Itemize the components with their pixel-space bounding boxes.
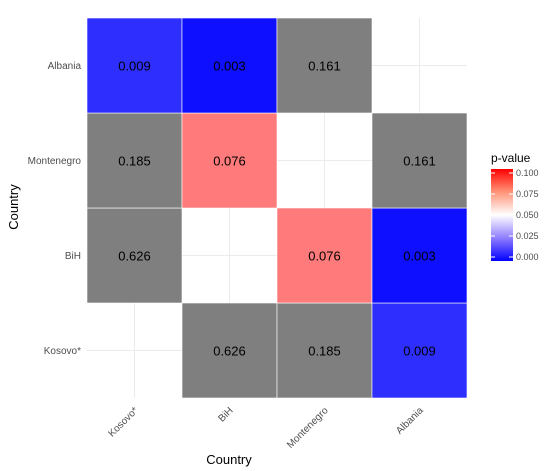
cell-value-label: 0.626 <box>118 249 151 264</box>
legend-title: p-value <box>491 151 531 165</box>
x-tick-label: Kosovo* <box>107 405 141 439</box>
cell-value-label: 0.626 <box>213 344 246 359</box>
heatmap-cell <box>86 207 183 304</box>
cell-value-label: 0.076 <box>213 154 246 169</box>
cell-value-label: 0.003 <box>403 249 436 264</box>
legend-tick-label: 0.050 <box>516 210 539 220</box>
cell-value-label: 0.009 <box>403 344 436 359</box>
x-axis-ticks: Kosovo* BiH Montenegro Albania <box>107 405 426 451</box>
legend-tick-label: 0.075 <box>516 189 539 199</box>
cell-value-label: 0.009 <box>118 59 151 74</box>
heatmap-cell <box>371 112 468 209</box>
legend: p-value 0.000 0.025 0.050 0.075 0.100 <box>491 151 539 262</box>
cell-value-label: 0.003 <box>213 59 246 74</box>
y-tick-label: Albania <box>48 61 82 72</box>
y-tick-label: Kosovo* <box>44 346 81 357</box>
legend-ticks: 0.000 0.025 0.050 0.075 0.100 <box>491 168 539 262</box>
x-tick-label: BiH <box>216 405 235 424</box>
heatmap-cells <box>86 17 468 399</box>
y-tick-label: BiH <box>65 251 81 262</box>
y-tick-label: Montenegro <box>28 156 82 167</box>
y-axis-title: Country <box>6 184 21 230</box>
heatmap-cell <box>181 302 278 399</box>
heatmap-cell <box>371 302 468 399</box>
legend-colorbar <box>491 169 513 261</box>
heatmap-cell <box>181 17 278 114</box>
cell-value-label: 0.185 <box>118 154 151 169</box>
heatmap-cell <box>276 302 373 399</box>
y-axis-ticks: Kosovo* BiH Montenegro Albania <box>28 61 82 357</box>
x-tick-label: Montenegro <box>285 405 331 451</box>
cell-value-label: 0.076 <box>308 249 341 264</box>
x-axis-title: Country <box>206 452 252 467</box>
heatmap-cell <box>276 17 373 114</box>
legend-tick-label: 0.000 <box>516 252 539 262</box>
legend-tick-label: 0.100 <box>516 168 539 178</box>
cell-value-label: 0.185 <box>308 344 341 359</box>
legend-tick-label: 0.025 <box>516 231 539 241</box>
heatmap-cell <box>371 207 468 304</box>
cell-value-label: 0.161 <box>403 154 436 169</box>
x-tick-label: Albania <box>394 405 426 437</box>
heatmap-cell <box>181 112 278 209</box>
cell-value-label: 0.161 <box>308 59 341 74</box>
cell-labels: 0.626 0.185 0.009 0.626 0.076 0.003 0.185 0.076… <box>118 59 436 359</box>
